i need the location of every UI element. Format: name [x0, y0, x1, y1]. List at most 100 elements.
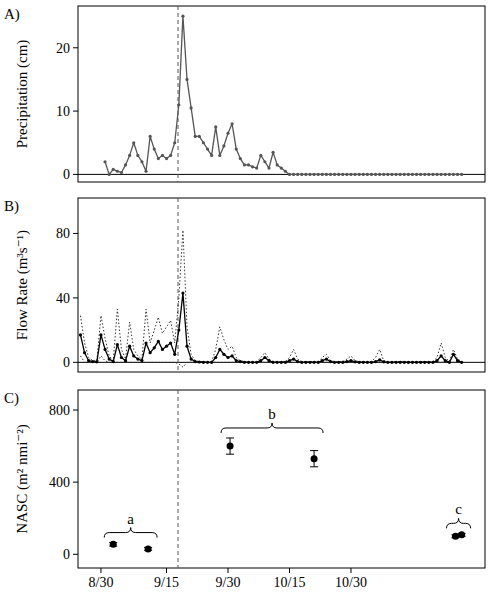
data-point: [276, 361, 279, 364]
data-point: [456, 173, 459, 176]
data-point: [214, 125, 217, 128]
data-point: [185, 345, 188, 348]
data-point: [311, 455, 318, 462]
data-point: [378, 358, 381, 361]
data-point: [403, 361, 406, 364]
data-point: [251, 361, 254, 364]
y-tick: [73, 47, 78, 48]
data-point: [194, 135, 197, 138]
data-point: [247, 361, 250, 364]
data-point: [235, 147, 238, 150]
y-tick-label: 0: [63, 355, 70, 370]
data-point: [255, 361, 258, 364]
data-point: [444, 173, 447, 176]
data-point: [403, 173, 406, 176]
data-point: [108, 173, 111, 176]
data-point: [296, 173, 299, 176]
data-point: [202, 361, 205, 364]
panel: 04008008/309/159/3010/1510/30NASC (m² nm…: [4, 390, 485, 590]
data-point: [427, 361, 430, 364]
data-point: [198, 360, 201, 363]
data-point: [292, 173, 295, 176]
x-tick: [228, 568, 229, 573]
data-point: [399, 361, 402, 364]
data-point: [415, 173, 418, 176]
plot-frame: [78, 390, 485, 568]
error-cap: [310, 450, 318, 451]
y-tick-label: 0: [63, 167, 70, 182]
data-point: [431, 173, 434, 176]
data-point: [435, 173, 438, 176]
data-point: [394, 361, 397, 364]
data-point: [124, 359, 127, 362]
data-point: [448, 173, 451, 176]
data-point: [255, 166, 258, 169]
data-point: [177, 329, 180, 332]
data-point: [288, 359, 291, 362]
data-point: [284, 170, 287, 173]
data-point: [321, 359, 324, 362]
data-point: [407, 173, 410, 176]
y-tick: [73, 482, 78, 483]
data-point: [292, 358, 295, 361]
data-point: [419, 361, 422, 364]
data-point: [110, 541, 117, 548]
error-cap: [226, 454, 234, 455]
data-point: [87, 359, 90, 362]
data-point: [99, 333, 102, 336]
data-point: [165, 345, 168, 348]
data-point: [169, 154, 172, 157]
data-point: [341, 173, 344, 176]
data-point: [243, 361, 246, 364]
group-label: b: [268, 406, 276, 422]
data-point: [411, 361, 414, 364]
data-point: [185, 78, 188, 81]
x-tick-label: 10/30: [335, 575, 367, 590]
data-point: [382, 360, 385, 363]
data-point: [190, 358, 193, 361]
data-point: [116, 343, 119, 346]
data-point: [128, 154, 131, 157]
data-point: [145, 545, 152, 552]
data-point: [440, 173, 443, 176]
data-point: [140, 359, 143, 362]
data-point: [206, 147, 209, 150]
y-tick: [73, 111, 78, 112]
data-point: [267, 166, 270, 169]
data-point: [452, 353, 455, 356]
data-point: [362, 173, 365, 176]
data-point: [362, 361, 365, 364]
data-point: [161, 154, 164, 157]
data-point: [308, 361, 311, 364]
data-point: [308, 173, 311, 176]
data-point: [112, 168, 115, 171]
data-point: [259, 359, 262, 362]
data-point: [103, 348, 106, 351]
data-point: [288, 173, 291, 176]
data-point: [427, 173, 430, 176]
data-point: [321, 173, 324, 176]
data-point: [194, 360, 197, 363]
data-point: [157, 340, 160, 343]
data-point: [423, 361, 426, 364]
data-point: [333, 173, 336, 176]
error-bar: [226, 438, 234, 454]
data-point: [251, 165, 254, 168]
event-line: [178, 390, 179, 568]
data-point: [202, 141, 205, 144]
plot-area: [109, 390, 465, 568]
data-point: [456, 359, 459, 362]
data-point: [366, 361, 369, 364]
data-point: [173, 141, 176, 144]
data-point: [198, 135, 201, 138]
data-point: [329, 360, 332, 363]
data-point: [263, 160, 266, 163]
error-cap: [226, 437, 234, 438]
y-tick-label: 40: [56, 291, 70, 306]
data-point: [231, 354, 234, 357]
data-point: [300, 361, 303, 364]
data-point: [222, 353, 225, 356]
y-tick-label: 0: [63, 547, 70, 562]
plot-area: [78, 6, 485, 182]
panel-letter: A): [4, 6, 20, 23]
